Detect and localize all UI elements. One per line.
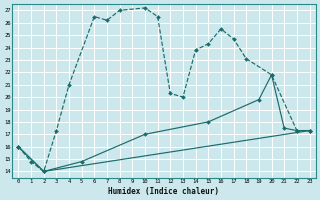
X-axis label: Humidex (Indice chaleur): Humidex (Indice chaleur) [108,187,220,196]
